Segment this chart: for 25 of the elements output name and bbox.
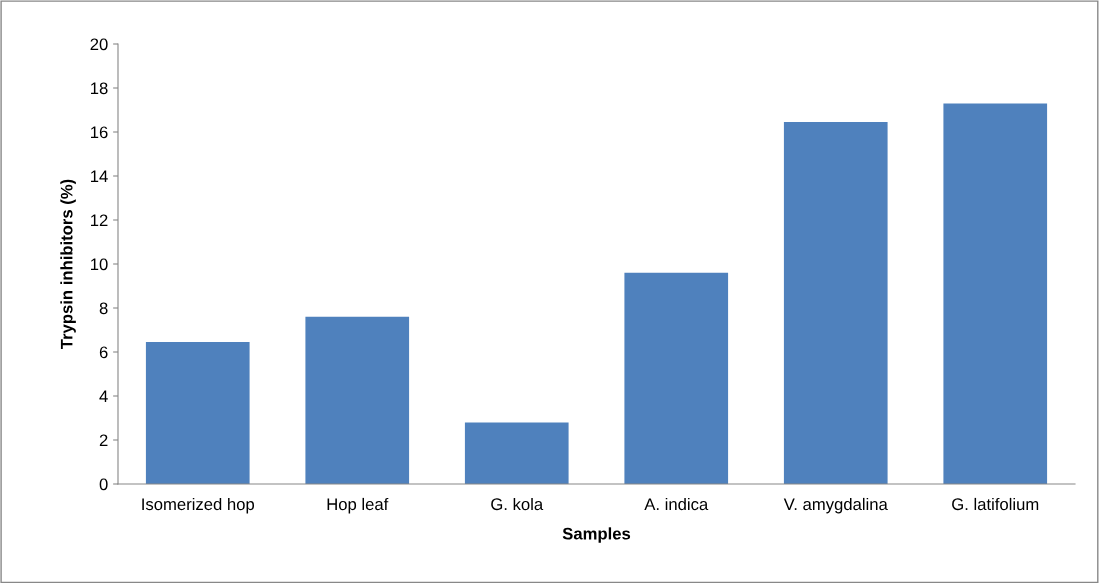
y-tick-label: 14: [91, 170, 108, 183]
x-tick-label: V. amygdalina: [783, 497, 888, 514]
y-axis-title: Trypsin inhibitors (%): [60, 179, 76, 349]
x-axis-title: Samples: [562, 527, 631, 543]
bar: [464, 422, 569, 484]
y-tick-label: 2: [99, 434, 108, 447]
bar: [624, 272, 729, 484]
y-tick-label: 6: [99, 346, 108, 359]
y-tick-label: 18: [91, 82, 108, 95]
y-tick-label: 4: [99, 390, 108, 403]
x-tick-label: G. kola: [491, 497, 544, 511]
y-tick-label: 20: [90, 38, 108, 51]
bar: [943, 103, 1048, 484]
bar: [145, 342, 250, 484]
x-tick-label: Hop leaf: [327, 497, 389, 514]
y-tick-label: 16: [91, 126, 108, 139]
x-tick-label: A. indica: [644, 497, 709, 511]
bar: [783, 122, 888, 484]
bar: [305, 316, 410, 484]
x-tick-label: G. latifolium: [952, 497, 1039, 511]
x-tick-label: Isomerized hop: [142, 497, 255, 514]
y-tick-label: 0: [99, 478, 108, 491]
y-tick-label: 12: [91, 214, 108, 227]
y-tick-label: 10: [91, 258, 108, 271]
y-tick-label: 8: [99, 302, 108, 315]
